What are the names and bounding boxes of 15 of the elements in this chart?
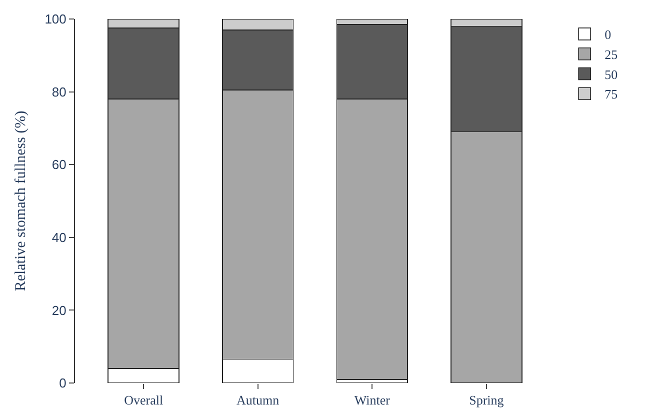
legend-label: 50 [604, 66, 618, 82]
x-tick-label: Overall [124, 392, 164, 408]
y-tick-label: 80 [52, 84, 66, 100]
y-tick-label: 20 [52, 302, 66, 318]
y-axis-title: Relative stomach fullness (%) [12, 110, 29, 292]
x-tick-label: Autumn [236, 392, 280, 408]
y-tick-label: 100 [44, 12, 66, 27]
y-tick-label: 40 [52, 230, 66, 245]
legend-label: 0 [604, 27, 612, 42]
y-tick-label: 0 [59, 376, 66, 391]
x-tick-label: Spring [469, 392, 504, 408]
legend-label: 25 [604, 46, 618, 62]
legend-label: 75 [604, 86, 618, 102]
x-tick-label: Winter [354, 392, 391, 408]
y-tick-label: 60 [52, 157, 66, 172]
